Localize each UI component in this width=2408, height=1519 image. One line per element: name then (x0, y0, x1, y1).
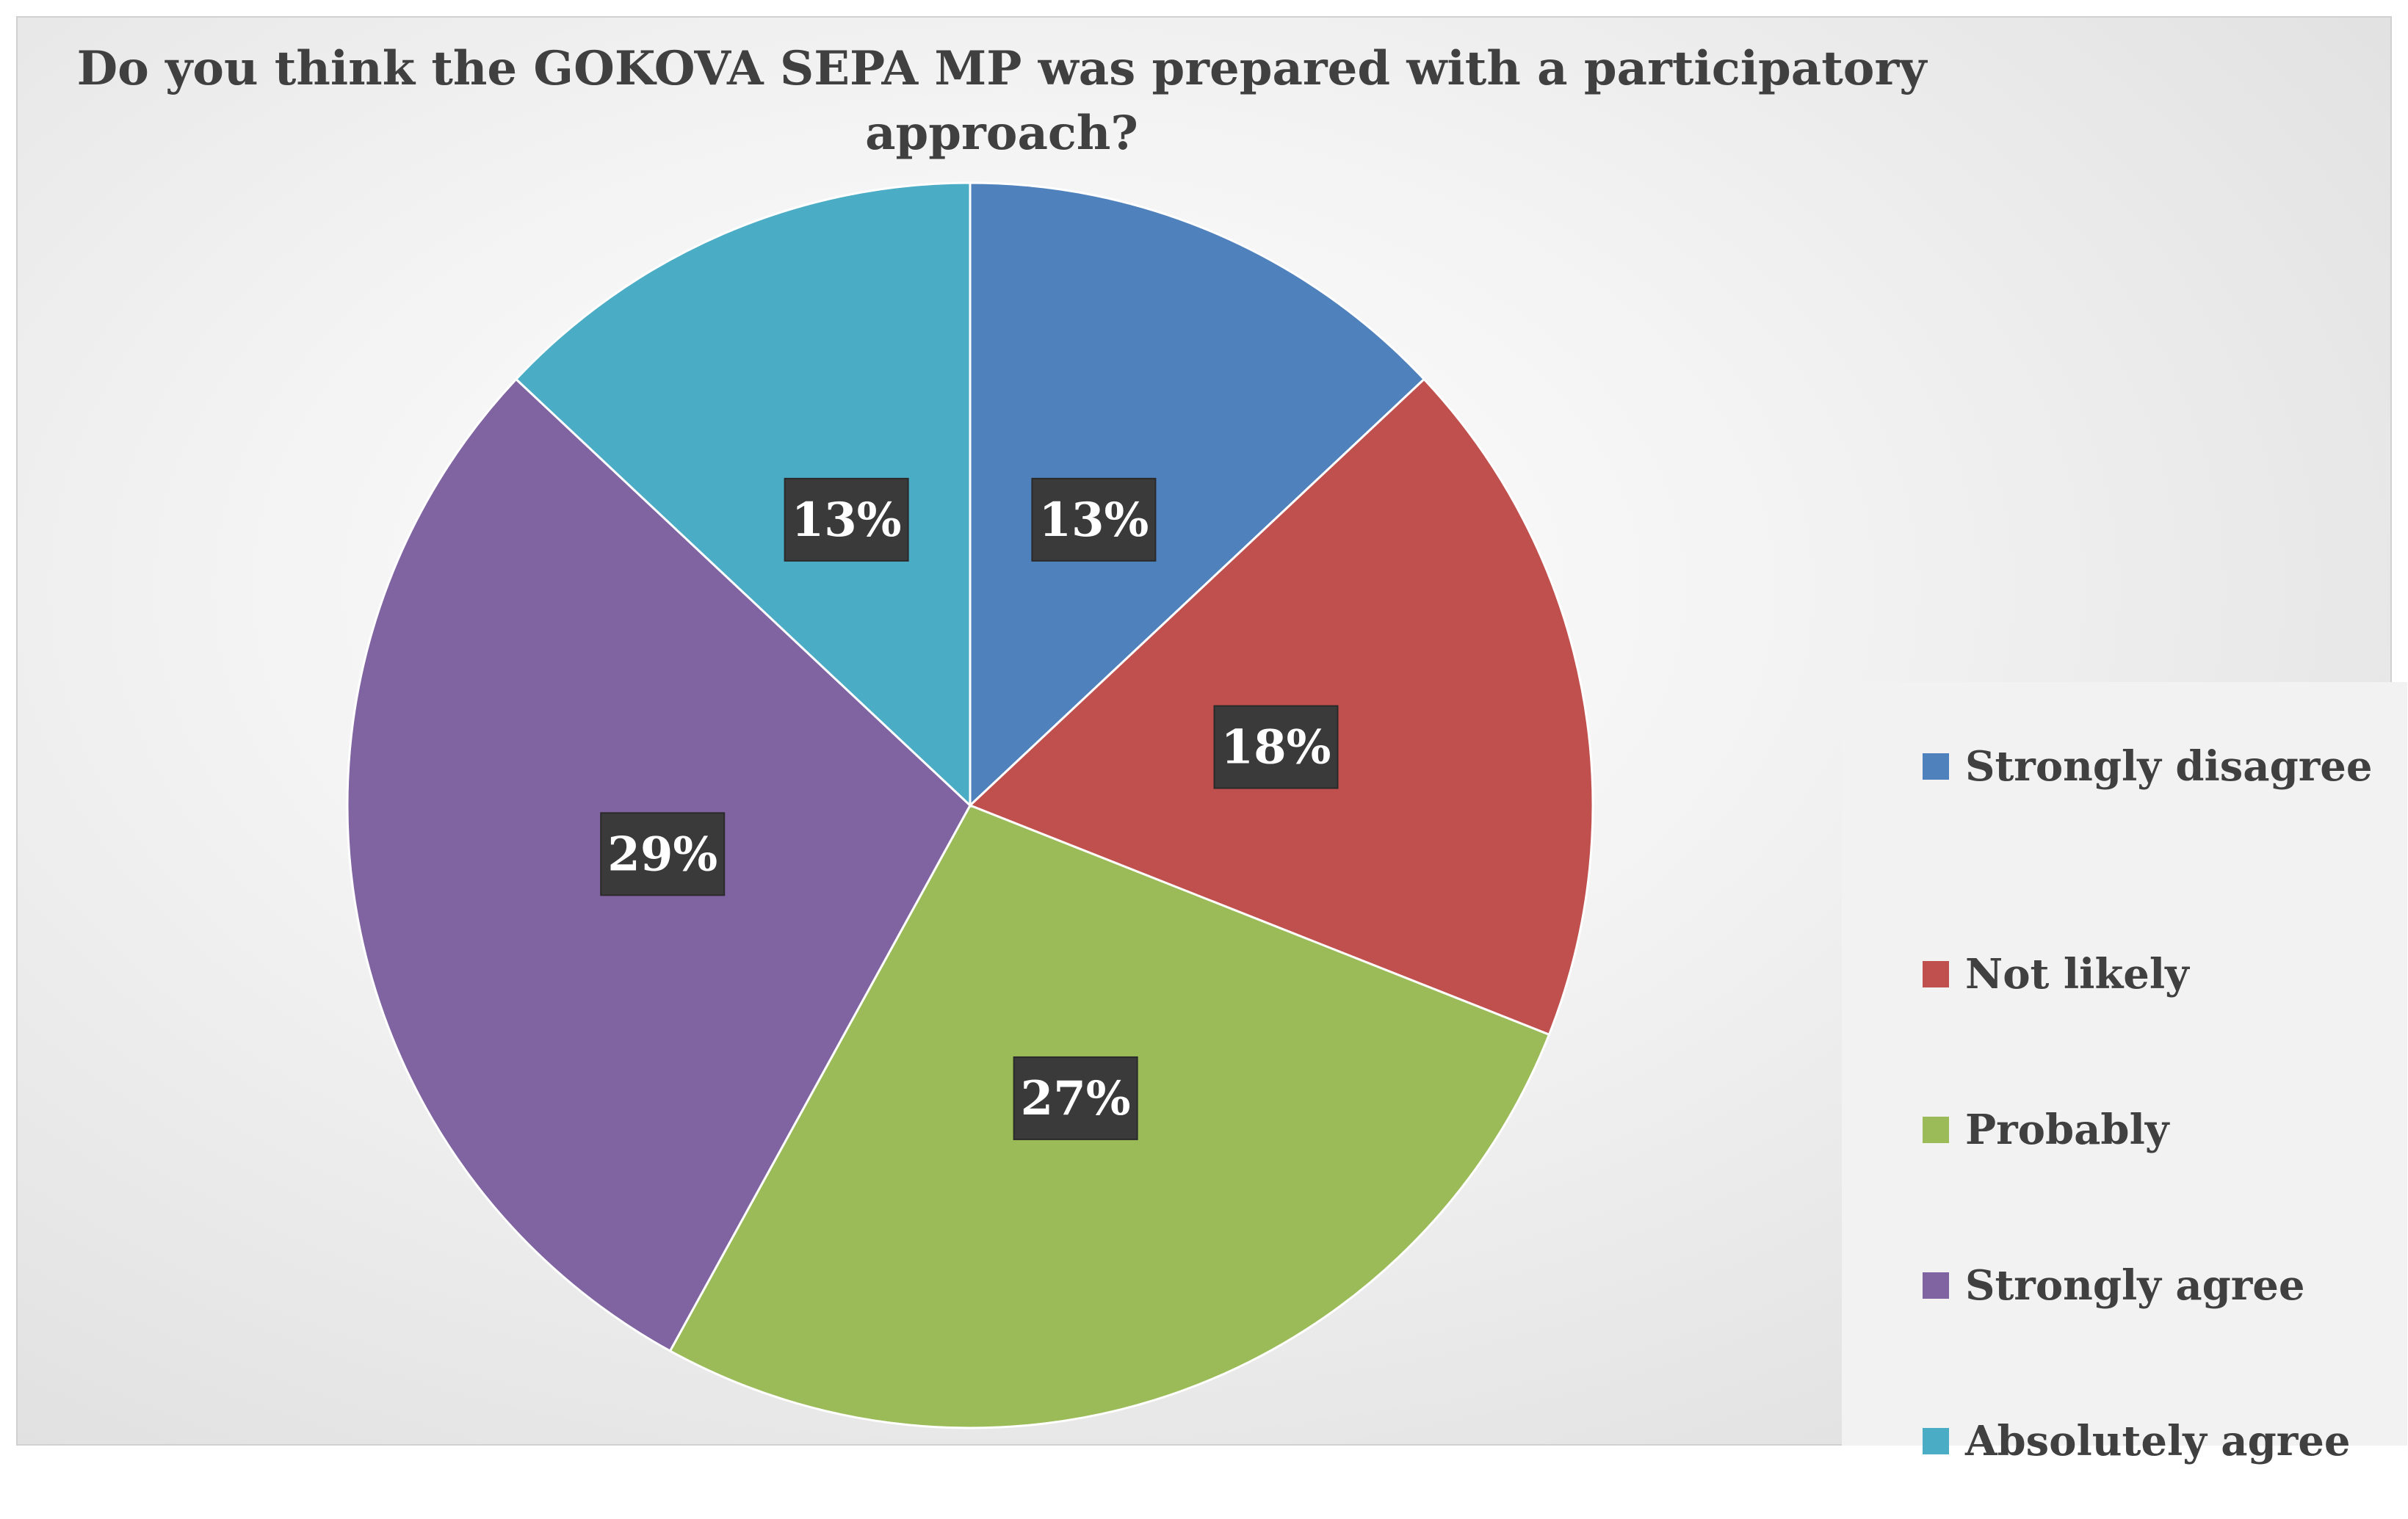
chart-title: Do you think the GOKOVA SEPA MP was prep… (18, 37, 1986, 166)
data-label-box (1031, 477, 1157, 562)
legend-item-strongly-disagree: Strongly disagree (1923, 741, 2407, 792)
data-label-text: 29% (607, 827, 717, 882)
data-label-box (600, 812, 726, 896)
pie-data-labels: 13% 18% 27% 29% 13% (600, 477, 1339, 1140)
data-label-text: 13% (1038, 493, 1149, 548)
data-label-box (1013, 1056, 1138, 1140)
pie-slices (346, 181, 1594, 1429)
legend-swatch (1923, 1272, 1949, 1299)
data-label-strongly-agree: 29% (600, 812, 726, 896)
legend-label: Not likely (1965, 950, 2189, 998)
legend-item-strongly-agree: Strongly agree (1923, 1208, 2407, 1363)
legend-item-probably: Probably (1923, 1052, 2407, 1208)
data-label-absolutely-agree: 13% (784, 477, 909, 562)
legend-item-absolutely-agree: Absolutely agree (1923, 1363, 2407, 1519)
legend: Strongly disagree Not likely Probably St… (1842, 682, 2407, 1465)
pie-slice-strongly-disagree (969, 181, 1426, 808)
legend-label: Absolutely agree (1965, 1417, 2351, 1465)
data-label-text: 27% (1021, 1071, 1131, 1126)
data-label-text: 13% (792, 493, 902, 548)
pie-slice-absolutely-agree (514, 181, 972, 808)
legend-label: Probably (1965, 1106, 2169, 1154)
data-label-strongly-disagree: 13% (1031, 477, 1157, 562)
chart-title-line-1: Do you think the GOKOVA SEPA MP was prep… (76, 41, 1927, 96)
legend-item-not-likely: Not likely (1923, 896, 2407, 1052)
legend-label: Strongly agree (1965, 1261, 2305, 1310)
data-label-box (1213, 705, 1339, 789)
data-label-not-likely: 18% (1213, 705, 1339, 789)
legend-swatch (1923, 753, 1949, 780)
data-label-box (784, 477, 909, 562)
legend-swatch (1923, 961, 1949, 987)
legend-swatch (1923, 1428, 1949, 1454)
pie-chart: 13% 18% 27% 29% 13% (346, 181, 1594, 1429)
data-label-probably: 27% (1013, 1056, 1138, 1140)
legend-label: Strongly disagree (1965, 742, 2373, 791)
data-label-text: 18% (1221, 720, 1331, 775)
chart-title-line-2: approach? (865, 106, 1138, 161)
chart-area: Do you think the GOKOVA SEPA MP was prep… (16, 16, 2407, 1465)
legend-swatch (1923, 1117, 1949, 1143)
